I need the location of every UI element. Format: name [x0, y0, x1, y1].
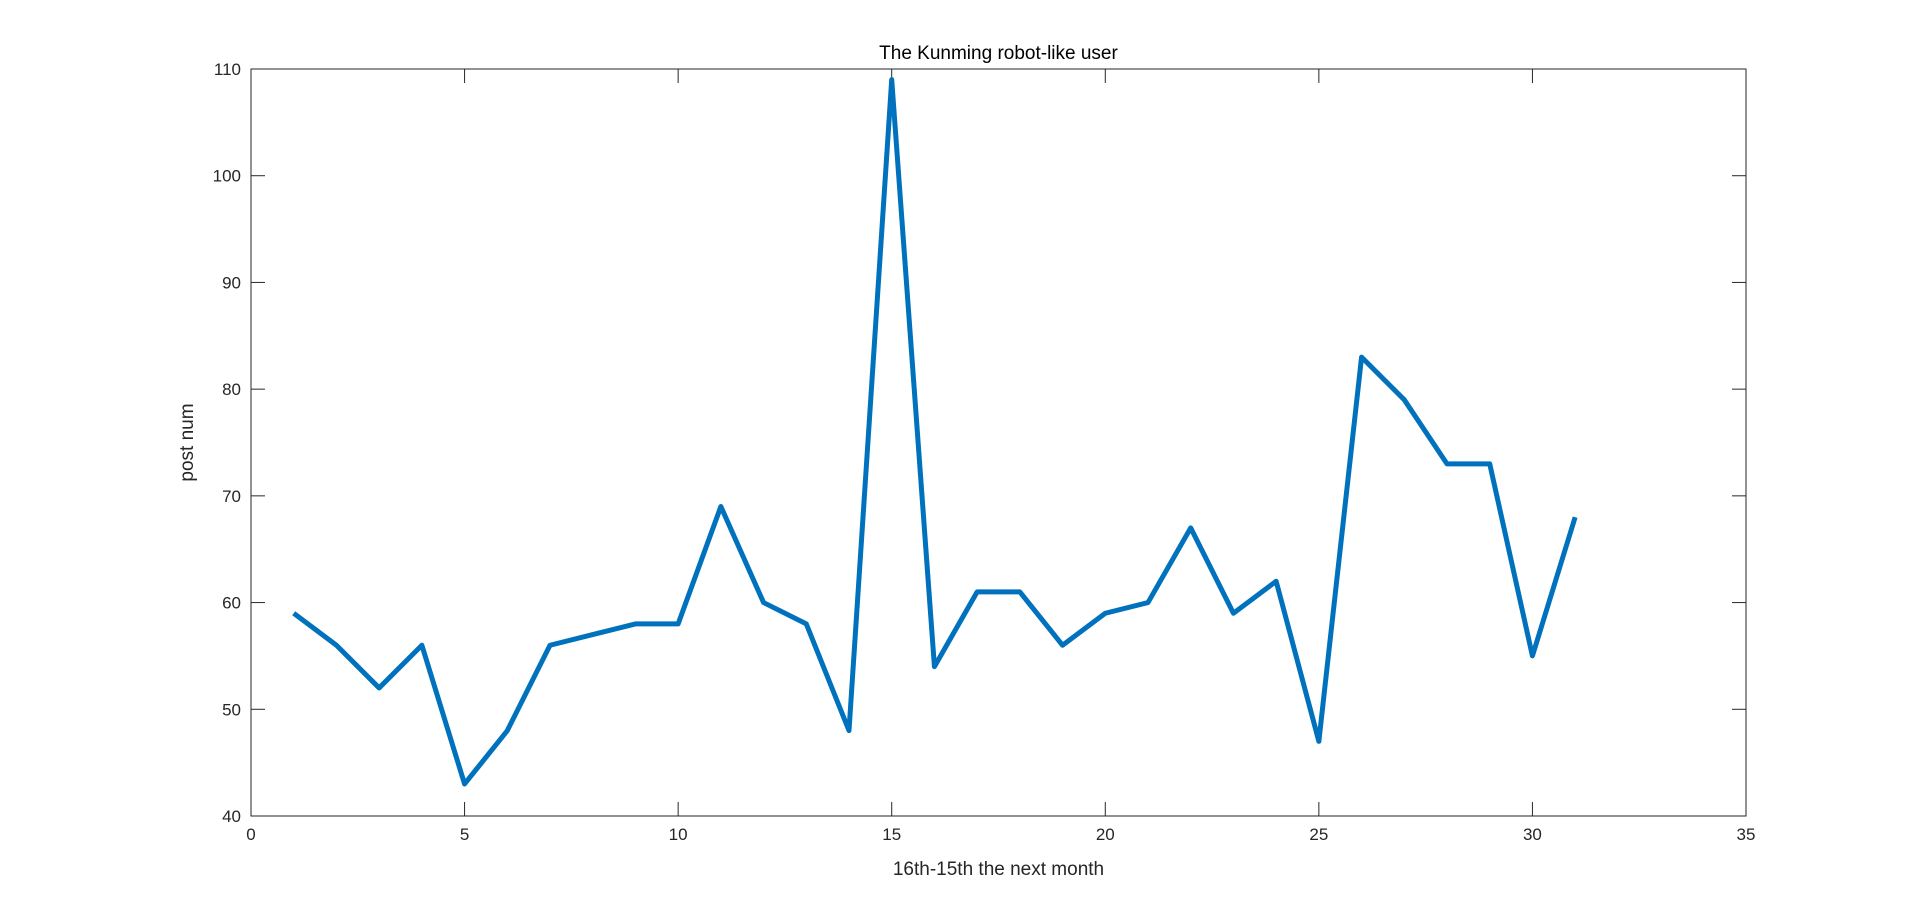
axis-ticks: 0 5 10 15 20 25 30 35 40 50 60 70 80 90 100 110	[213, 60, 1756, 844]
y-tick-label: 90	[222, 273, 241, 292]
y-tick-label: 80	[222, 380, 241, 399]
y-tick-label: 40	[222, 807, 241, 826]
y-tick-label: 70	[222, 487, 241, 506]
chart-title: The Kunming robot-like user	[879, 43, 1118, 64]
x-tick-label: 5	[460, 825, 469, 844]
x-tick-label: 30	[1523, 825, 1542, 844]
x-tick-label: 35	[1737, 825, 1756, 844]
x-tick-label: 15	[882, 825, 901, 844]
x-tick-label: 0	[246, 825, 255, 844]
x-tick-label: 10	[669, 825, 688, 844]
y-tick-label: 110	[214, 60, 241, 79]
data-series	[292, 77, 1578, 787]
y-tick-label: 50	[222, 700, 241, 719]
plot-area	[250, 68, 1747, 817]
x-tick-label: 25	[1309, 825, 1328, 844]
y-axis-label: post num	[177, 403, 198, 481]
y-tick-label: 60	[222, 594, 241, 613]
x-tick-label: 20	[1096, 825, 1115, 844]
x-axis-label: 16th-15th the next month	[893, 859, 1104, 880]
y-tick-label: 100	[213, 167, 241, 186]
